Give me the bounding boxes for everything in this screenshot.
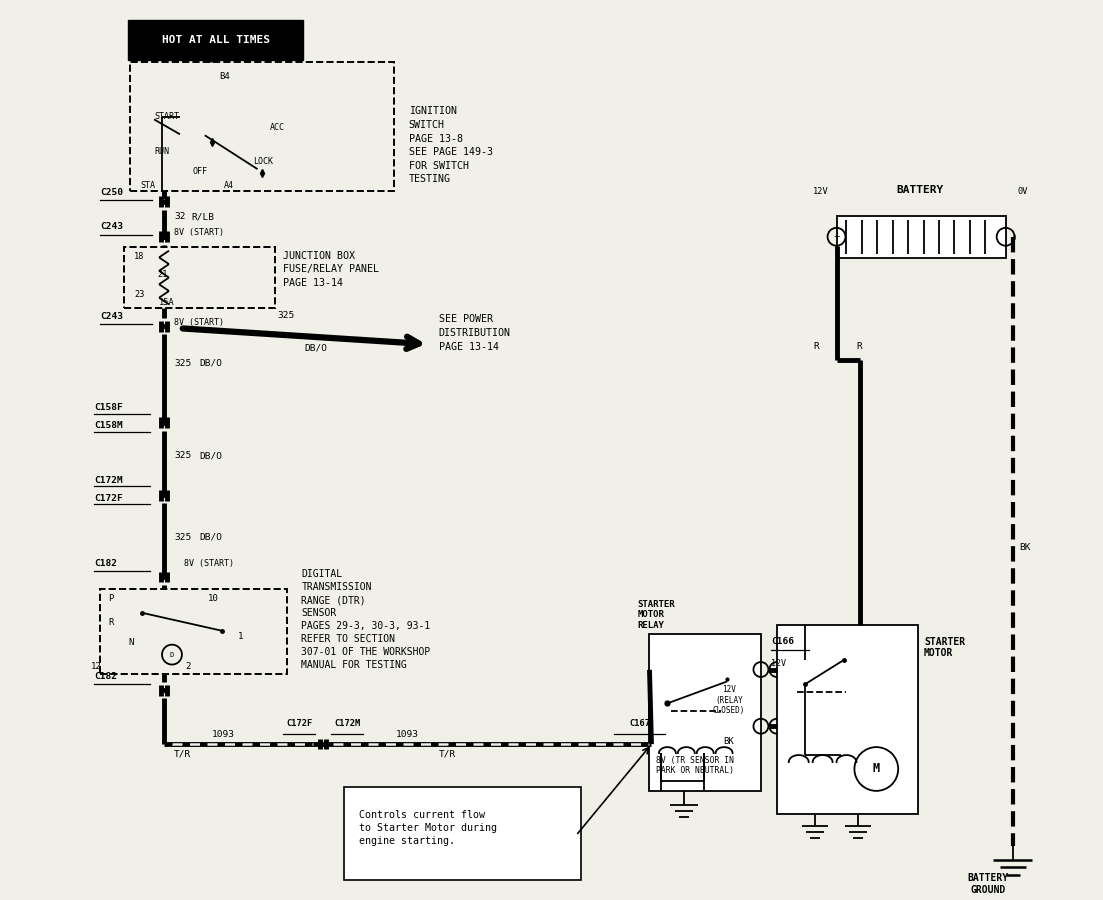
Text: P: P	[108, 594, 114, 603]
Bar	[100, 589, 288, 674]
Text: 325: 325	[278, 311, 295, 320]
Text: C182: C182	[95, 559, 117, 568]
FancyBboxPatch shape	[344, 787, 581, 880]
Text: BATTERY: BATTERY	[897, 185, 944, 195]
Text: 8V (START): 8V (START)	[174, 229, 224, 238]
Text: 10: 10	[207, 594, 218, 603]
Text: T/R: T/R	[174, 750, 191, 759]
Text: 12V
(RELAY
CLOSED): 12V (RELAY CLOSED)	[713, 686, 746, 716]
Text: ACC: ACC	[269, 122, 285, 131]
Bar	[650, 634, 761, 791]
Text: 12V: 12V	[813, 186, 828, 195]
Text: C158M: C158M	[95, 421, 124, 430]
Text: RUN: RUN	[154, 147, 169, 156]
Text: B4: B4	[219, 72, 231, 81]
Text: STA: STA	[140, 181, 156, 190]
Text: 8V (START): 8V (START)	[174, 318, 224, 327]
Text: T/R: T/R	[439, 750, 456, 759]
Text: 1093: 1093	[212, 730, 235, 739]
Text: 325: 325	[174, 451, 191, 460]
Text: JUNCTION BOX
FUSE/RELAY PANEL
PAGE 13-14: JUNCTION BOX FUSE/RELAY PANEL PAGE 13-14	[283, 251, 379, 288]
Text: M: M	[872, 762, 880, 776]
Text: 325: 325	[174, 533, 191, 542]
Text: DB/O: DB/O	[304, 344, 328, 353]
Text: 32: 32	[174, 212, 185, 221]
Text: A4: A4	[224, 181, 234, 190]
Bar	[777, 625, 918, 814]
Text: OFF: OFF	[192, 166, 207, 176]
Text: R: R	[108, 618, 114, 627]
Text: C167: C167	[629, 719, 650, 728]
Text: START: START	[154, 112, 179, 121]
Text: IGNITION
SWITCH
PAGE 13-8
SEE PAGE 149-3
FOR SWITCH
TESTING: IGNITION SWITCH PAGE 13-8 SEE PAGE 149-3…	[409, 106, 493, 184]
Text: 1093: 1093	[396, 730, 419, 739]
Text: D: D	[170, 652, 174, 658]
Text: 1: 1	[237, 632, 243, 641]
Text: C243: C243	[100, 222, 124, 231]
Text: 0V: 0V	[1018, 186, 1028, 195]
Text: SEE POWER
DISTRIBUTION
PAGE 13-14: SEE POWER DISTRIBUTION PAGE 13-14	[439, 314, 511, 352]
Text: 15A: 15A	[159, 298, 174, 307]
Text: C250: C250	[100, 187, 124, 196]
Text: 8V (TR SENSOR IN
PARK OR NEUTRAL): 8V (TR SENSOR IN PARK OR NEUTRAL)	[656, 756, 735, 776]
Text: +: +	[833, 232, 840, 241]
Text: DB/O: DB/O	[200, 451, 223, 460]
Text: BK: BK	[1019, 543, 1031, 552]
Text: R: R	[814, 342, 820, 351]
Bar	[836, 216, 1006, 257]
Text: DB/O: DB/O	[200, 358, 223, 367]
Text: 21: 21	[157, 270, 168, 279]
Text: BK: BK	[724, 736, 735, 745]
Text: 8V (START): 8V (START)	[184, 559, 234, 568]
Text: STARTER
MOTOR: STARTER MOTOR	[924, 636, 965, 658]
Text: DB/O: DB/O	[200, 533, 223, 542]
Text: DIGITAL
TRANSMISSION
RANGE (DTR)
SENSOR
PAGES 29-3, 30-3, 93-1
REFER TO SECTION
: DIGITAL TRANSMISSION RANGE (DTR) SENSOR …	[301, 569, 430, 670]
Text: HOT AT ALL TIMES: HOT AT ALL TIMES	[162, 35, 270, 45]
Text: 325: 325	[174, 358, 191, 367]
Text: 18: 18	[135, 252, 144, 261]
Text: C172F: C172F	[286, 719, 312, 728]
Text: 2: 2	[185, 662, 191, 671]
Text: LOCK: LOCK	[254, 157, 274, 166]
Text: C182: C182	[95, 672, 117, 681]
Text: R: R	[856, 342, 863, 351]
Text: Controls current flow
to Starter Motor during
engine starting.: Controls current flow to Starter Motor d…	[358, 810, 497, 846]
Text: C172M: C172M	[334, 719, 361, 728]
Text: C243: C243	[100, 312, 124, 321]
Bar	[130, 62, 394, 191]
FancyBboxPatch shape	[128, 20, 303, 59]
Text: C166: C166	[771, 637, 794, 646]
Text: BATTERY
GROUND: BATTERY GROUND	[967, 874, 1008, 896]
Text: 12: 12	[90, 662, 101, 671]
Text: STARTER
MOTOR
RELAY: STARTER MOTOR RELAY	[638, 600, 675, 630]
Text: N: N	[128, 638, 133, 647]
Text: C172M: C172M	[95, 476, 124, 485]
Text: C158F: C158F	[95, 403, 124, 412]
Text: C172F: C172F	[95, 494, 124, 503]
Bar	[125, 247, 276, 309]
Text: 23: 23	[135, 290, 144, 299]
Text: 12V: 12V	[771, 659, 785, 668]
Text: R/LB: R/LB	[192, 212, 215, 221]
